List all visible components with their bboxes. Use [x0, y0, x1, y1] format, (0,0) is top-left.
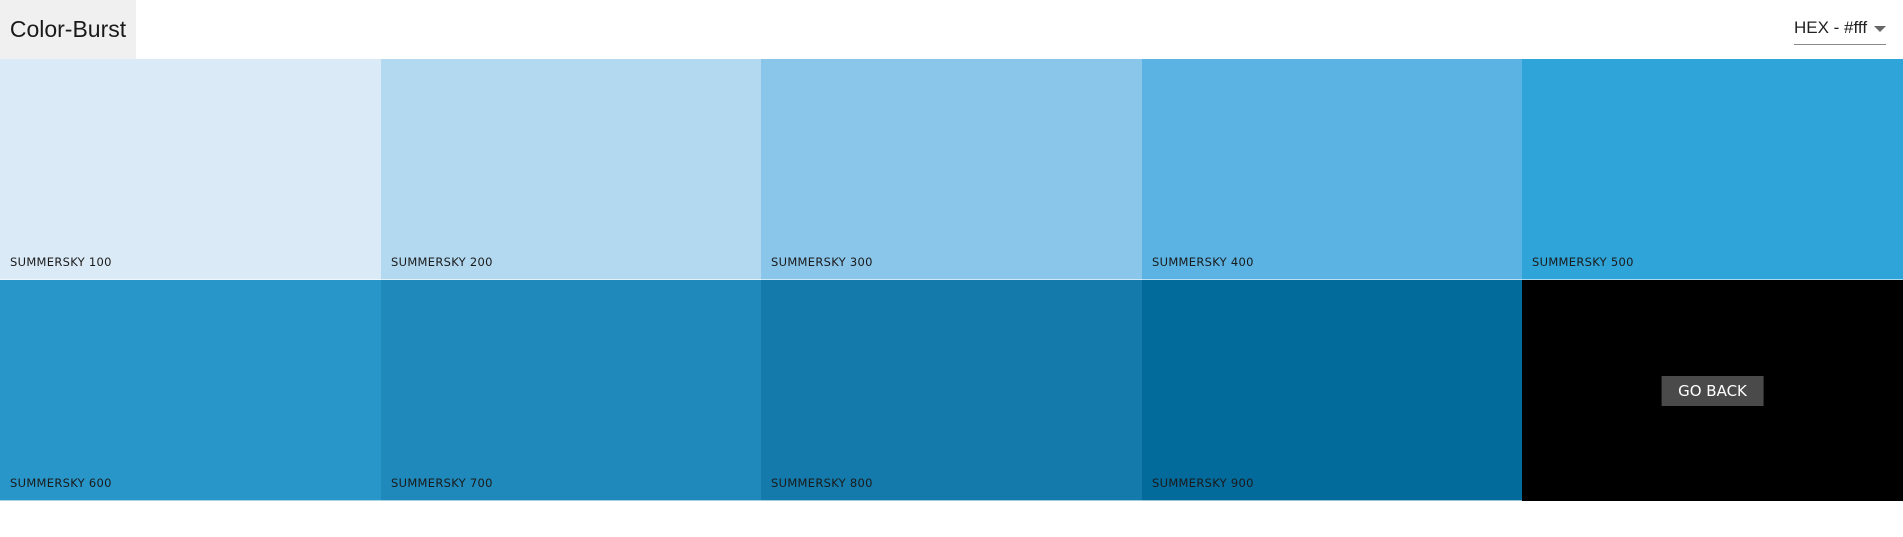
swatch-label: SUMMERSKY 600	[10, 476, 112, 490]
swatch-label: SUMMERSKY 200	[391, 255, 493, 269]
swatch-label: SUMMERSKY 100	[10, 255, 112, 269]
swatch-label: SUMMERSKY 800	[771, 476, 873, 490]
color-format-select[interactable]: HEX - #fff	[1794, 16, 1886, 45]
swatch-summersky-400[interactable]: SUMMERSKY 400	[1142, 59, 1522, 280]
swatch-summersky-200[interactable]: SUMMERSKY 200	[381, 59, 761, 280]
swatch-label: SUMMERSKY 900	[1152, 476, 1254, 490]
swatch-summersky-300[interactable]: SUMMERSKY 300	[761, 59, 1142, 280]
swatch-label: SUMMERSKY 300	[771, 255, 873, 269]
swatch-summersky-700[interactable]: SUMMERSKY 700	[381, 280, 761, 501]
top-navbar: Color-Burst HEX - #fff	[0, 0, 1903, 59]
swatch-label: SUMMERSKY 500	[1532, 255, 1634, 269]
swatch-label: SUMMERSKY 700	[391, 476, 493, 490]
swatch-label: SUMMERSKY 400	[1152, 255, 1254, 269]
chevron-down-icon	[1874, 26, 1886, 32]
swatch-grid: SUMMERSKY 100 SUMMERSKY 200 SUMMERSKY 30…	[0, 59, 1903, 501]
swatch-summersky-100[interactable]: SUMMERSKY 100	[0, 59, 381, 280]
swatch-summersky-500[interactable]: SUMMERSKY 500	[1522, 59, 1903, 280]
brand-logo[interactable]: Color-Burst	[0, 0, 136, 59]
color-format-selected-value: HEX - #fff	[1794, 18, 1868, 37]
swatch-summersky-600[interactable]: SUMMERSKY 600	[0, 280, 381, 501]
swatch-summersky-900[interactable]: SUMMERSKY 900	[1142, 280, 1522, 501]
go-back-button[interactable]: GO BACK	[1661, 375, 1764, 406]
swatch-summersky-800[interactable]: SUMMERSKY 800	[761, 280, 1142, 501]
go-back-panel: GO BACK	[1522, 280, 1903, 501]
